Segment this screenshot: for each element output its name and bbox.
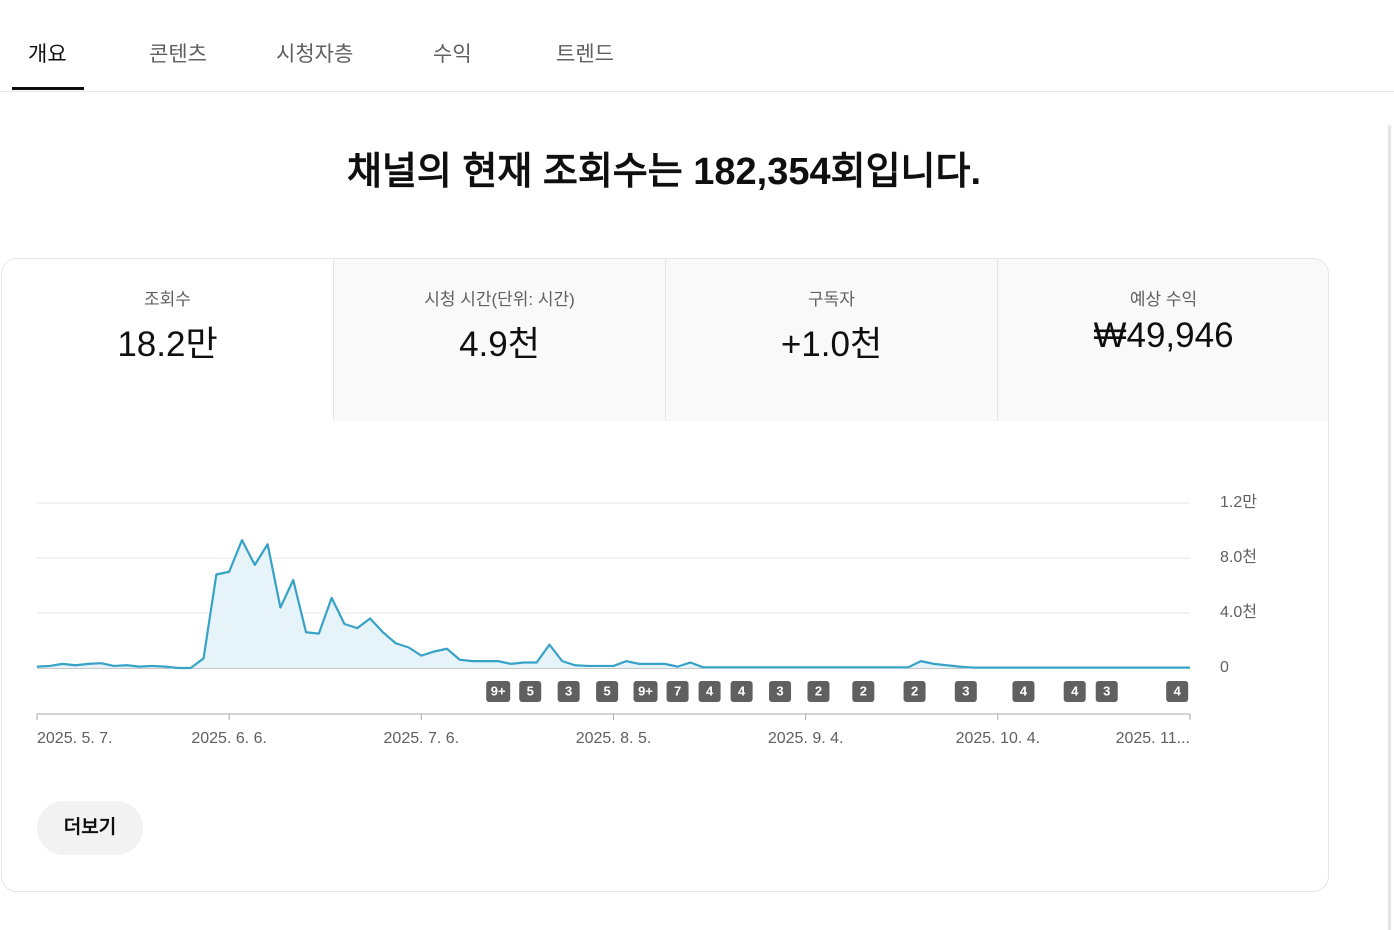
y-tick-label: 0: [1220, 659, 1229, 676]
upload-marker-label: 5: [603, 683, 610, 698]
upload-marker-label: 3: [565, 683, 572, 698]
upload-marker-label: 2: [911, 683, 918, 698]
upload-marker: [1095, 681, 1118, 702]
x-tick-label: 2025. 8. 5.: [576, 730, 652, 747]
upload-marker: [633, 681, 658, 702]
upload-marker: [807, 681, 830, 702]
upload-marker-label: 3: [962, 683, 969, 698]
y-tick-label: 1.2만: [1220, 493, 1257, 511]
upload-marker: [852, 681, 875, 702]
tab[interactable]: 콘텐츠: [149, 43, 207, 66]
upload-marker-label: 5: [527, 683, 534, 698]
area: [37, 540, 1190, 668]
upload-marker-label: 2: [815, 683, 822, 698]
tab[interactable]: 시청자층: [276, 43, 354, 66]
upload-marker-label: 4: [738, 683, 746, 698]
upload-marker: [954, 681, 977, 702]
upload-marker-label: 9+: [491, 683, 506, 698]
upload-marker: [903, 681, 926, 702]
x-tick-label: 2025. 6. 6.: [191, 730, 267, 747]
upload-marker-label: 7: [674, 683, 681, 698]
tab[interactable]: 트렌드: [556, 43, 614, 66]
upload-marker: [698, 681, 721, 702]
y-tick-label: 4.0천: [1220, 603, 1257, 621]
metric-tile[interactable]: 예상 수익 ₩49,946: [997, 259, 1328, 421]
tab[interactable]: 수익: [433, 43, 472, 66]
more-button[interactable]: 더보기: [37, 801, 143, 855]
line: [36, 539, 1190, 670]
upload-marker-label: 4: [1174, 683, 1182, 698]
upload-marker: [666, 681, 689, 702]
metric-value: ₩49,946: [1093, 316, 1234, 355]
metric-label: 예상 수익: [1129, 290, 1198, 309]
upload-marker-label: 3: [1103, 683, 1110, 698]
x-tick-label: 2025. 11...: [1116, 730, 1190, 747]
metric-label: 구독자: [808, 290, 855, 309]
metric-value: +1.0천: [780, 325, 883, 364]
upload-marker-label: 2: [860, 683, 867, 698]
x-tick-label: 2025. 7. 6.: [384, 730, 460, 747]
divider: [0, 91, 1394, 92]
upload-marker: [1166, 681, 1189, 702]
upload-marker: [486, 681, 511, 702]
upload-marker: [519, 681, 542, 702]
upload-marker: [557, 681, 580, 702]
x-tick-label: 2025. 9. 4.: [768, 730, 844, 747]
metric-value: 18.2만: [117, 325, 218, 364]
upload-marker: [1012, 681, 1035, 702]
metric-label: 조회수: [144, 290, 191, 309]
scrollbar: [1388, 125, 1391, 930]
upload-marker: [769, 681, 792, 702]
upload-marker-label: 4: [1020, 683, 1028, 698]
upload-marker: [730, 681, 753, 702]
x-tick-label: 2025. 10. 4.: [956, 730, 1041, 747]
tab-indicator: [12, 87, 84, 90]
upload-marker-label: 3: [776, 683, 783, 698]
metric-value: 4.9천: [459, 325, 540, 364]
y-tick-label: 8.0천: [1220, 548, 1257, 566]
metric-tile[interactable]: 조회수 18.2만: [2, 259, 333, 421]
upload-marker-label: 4: [1071, 683, 1079, 698]
metric-tile[interactable]: 구독자 +1.0천: [665, 259, 997, 421]
metric-tile[interactable]: 시청 시간(단위: 시간) 4.9천: [333, 259, 665, 421]
upload-marker: [596, 681, 619, 702]
upload-marker: [1063, 681, 1086, 702]
headline: 채널의 현재 조회수는 182,354회입니다.: [346, 151, 982, 193]
upload-marker-label: 4: [706, 683, 714, 698]
upload-marker-label: 9+: [638, 683, 653, 698]
x-tick-label: 2025. 5. 7.: [37, 730, 113, 747]
metric-label: 시청 시간(단위: 시간): [424, 290, 575, 309]
tab[interactable]: 개요: [28, 43, 67, 66]
